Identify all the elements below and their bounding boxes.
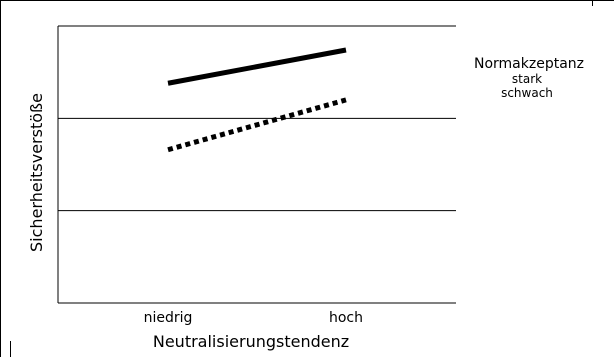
image-border-left bbox=[0, 0, 1, 357]
x-axis-label: Neutralisierungstendenz bbox=[153, 332, 349, 351]
y-axis-label: Sicherheitsverstöße bbox=[27, 93, 46, 252]
image-border-tick bbox=[10, 341, 11, 357]
legend-entry-schwach: schwach bbox=[501, 86, 553, 100]
legend-entry-stark: stark bbox=[511, 72, 543, 86]
series-line-stark bbox=[167, 47, 347, 86]
legend: Normakzeptanz stark schwach bbox=[474, 56, 584, 100]
image-border-tick bbox=[592, 0, 593, 6]
x-tick-label: hoch bbox=[329, 310, 363, 326]
series-line-schwach bbox=[167, 97, 347, 153]
x-tick-label: niedrig bbox=[144, 310, 193, 326]
legend-title: Normakzeptanz bbox=[474, 56, 585, 72]
image-border-top bbox=[0, 0, 614, 1]
